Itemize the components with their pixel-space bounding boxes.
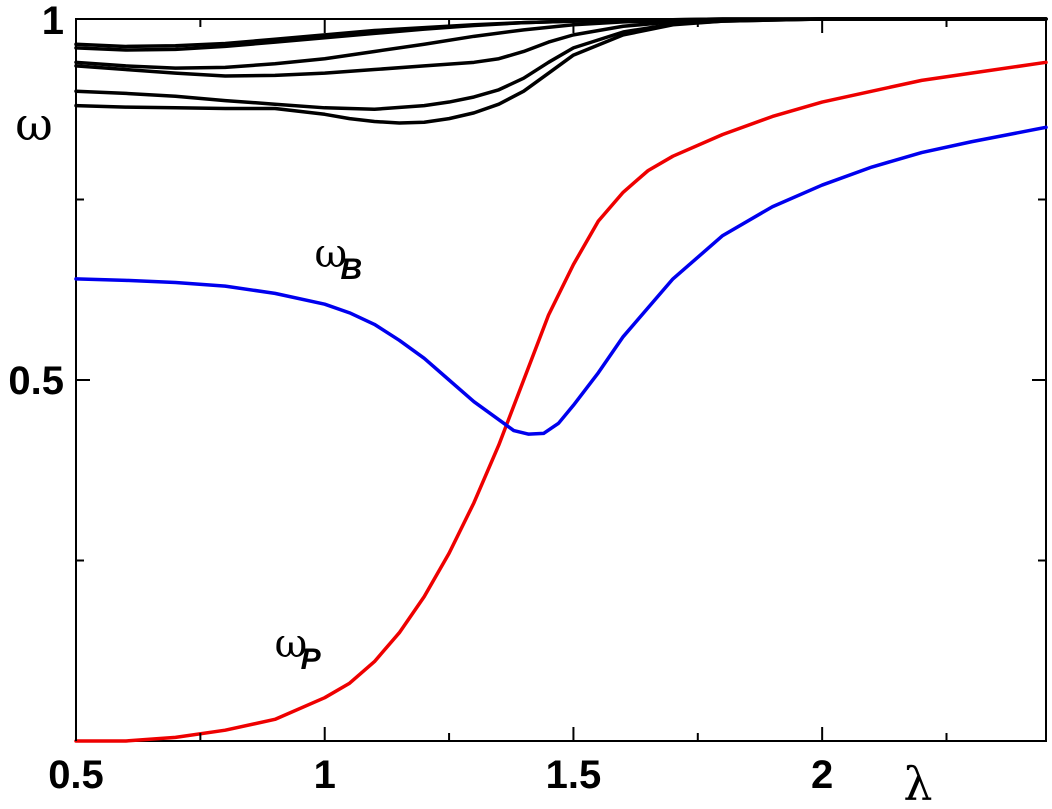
x-tick-label: 0.5 <box>48 753 104 797</box>
curve-label-omega-p: ωP <box>275 621 322 676</box>
x-axis-label: λ <box>903 757 932 809</box>
curve-label-main: ω <box>275 621 308 667</box>
curve-label-sub: P <box>301 643 322 676</box>
x-tick-label: 1.5 <box>546 753 602 797</box>
curve-label-sub: B <box>340 253 362 286</box>
ticks-group <box>75 18 1046 741</box>
y-axis-label: ω <box>15 97 53 151</box>
plot-frame <box>75 18 1047 742</box>
series-line-omega-P <box>74 60 1048 743</box>
series-line-omega-B <box>74 125 1048 436</box>
x-tick-label: 2 <box>811 753 833 797</box>
x-tick-label: 1 <box>314 753 336 797</box>
curve-label-omega-b: ωB <box>314 231 362 286</box>
series-group <box>74 17 1048 743</box>
series-line-black-2 <box>74 17 1048 52</box>
curve-label-main: ω <box>314 231 347 277</box>
plot-frame-group <box>75 18 1047 742</box>
y-tick-label: 0.5 <box>8 359 64 403</box>
series-line-black-6 <box>74 17 1048 125</box>
y-tick-label: 1 <box>42 0 64 43</box>
